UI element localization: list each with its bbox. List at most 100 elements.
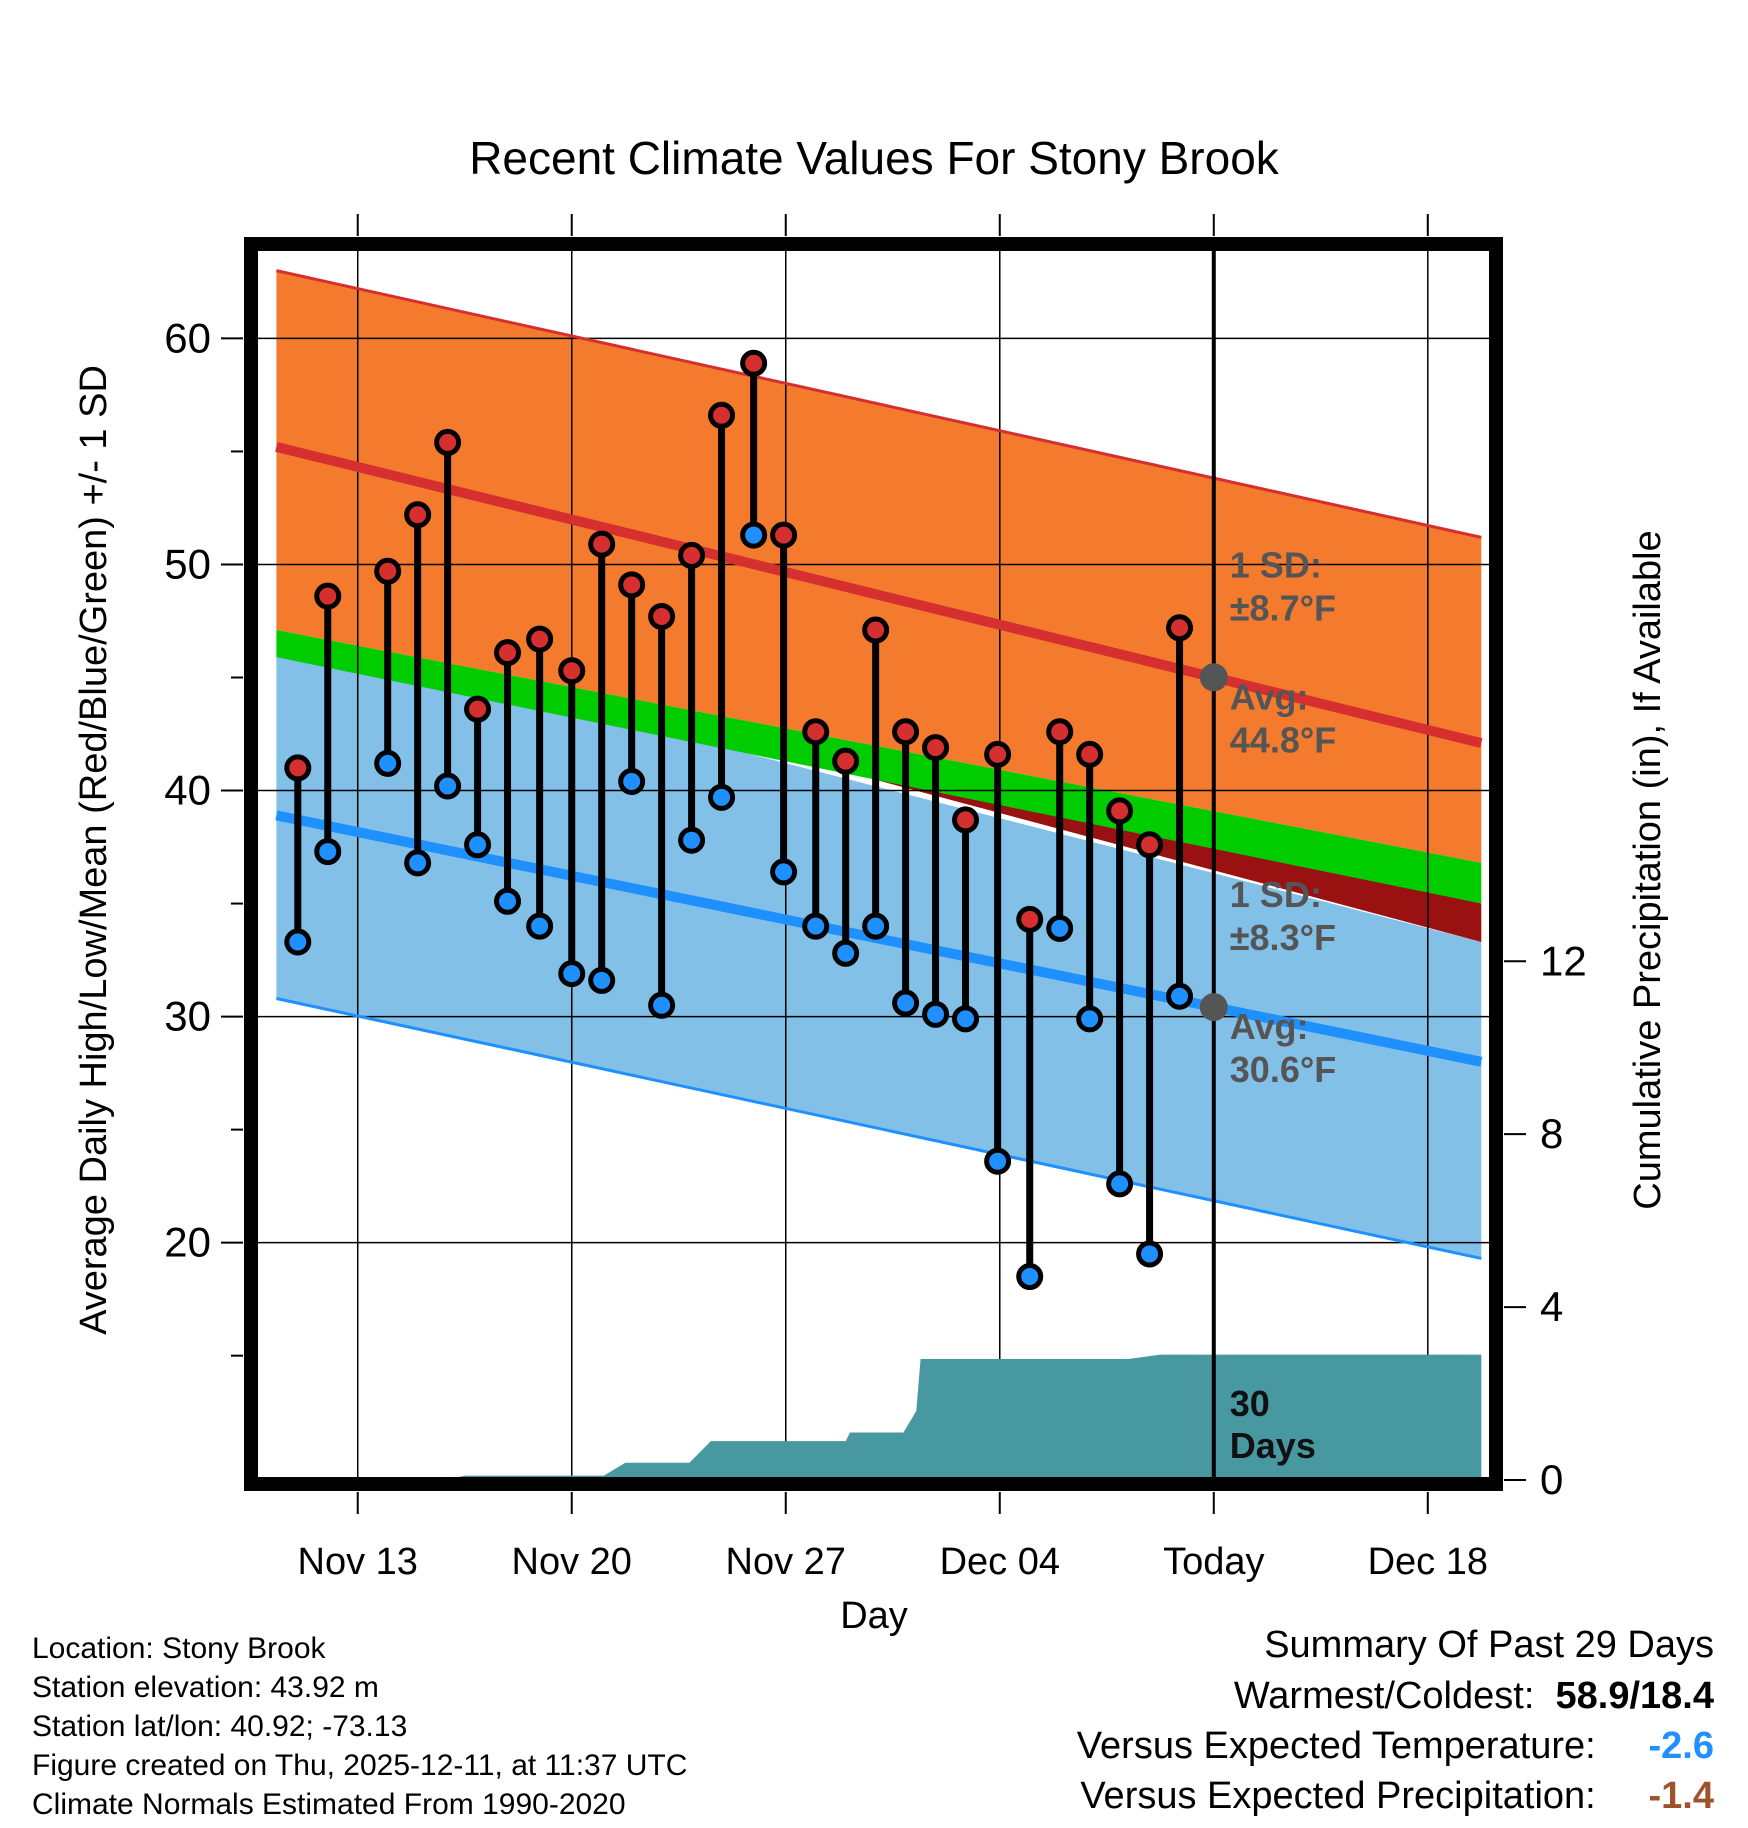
x-tick-label: Today <box>1163 1541 1264 1583</box>
daily-low-point <box>678 826 706 854</box>
daily-high-point <box>678 541 706 569</box>
daily-low-point <box>648 991 676 1019</box>
x-tick-label: Nov 13 <box>298 1541 418 1583</box>
daily-low-point <box>558 960 586 988</box>
low-avg-value: 30.6°F <box>1230 1049 1336 1090</box>
footer-normals: Climate Normals Estimated From 1990-2020 <box>32 1788 626 1821</box>
daily-high-point <box>770 521 798 549</box>
low-lower-line <box>276 997 1482 1260</box>
daily-low-point <box>922 1000 950 1028</box>
daily-low-point <box>464 831 492 859</box>
daily-low-point <box>740 521 768 549</box>
daily-high-point <box>648 602 676 630</box>
y2-tick-label: 8 <box>1540 1110 1563 1157</box>
daily-high-point <box>892 718 920 746</box>
high-sd-value: ±8.7°F <box>1230 587 1336 628</box>
daily-low-point <box>1046 914 1074 942</box>
high-sd-label: 1 SD: <box>1230 544 1322 585</box>
y2-tick-label: 4 <box>1540 1283 1563 1330</box>
daily-high-point <box>1136 831 1164 859</box>
high-avg-value: 44.8°F <box>1230 719 1336 760</box>
daily-low-point <box>952 1005 980 1033</box>
daily-low-point <box>284 928 312 956</box>
daily-low-point <box>892 989 920 1017</box>
y-tick-label: 60 <box>164 314 211 361</box>
daily-low-point <box>374 749 402 777</box>
temp-value: -2.6 <box>1648 1725 1714 1767</box>
footer-elevation: Station elevation: 43.92 m <box>32 1671 379 1704</box>
y2-axis-label: Cumulative Precipitation (in), If Availa… <box>1627 530 1669 1209</box>
daily-low-point <box>1136 1240 1164 1268</box>
daily-high-point <box>708 401 736 429</box>
daily-high-point <box>434 428 462 456</box>
daily-low-point <box>588 966 616 994</box>
daily-low-point <box>618 767 646 795</box>
daily-low-point <box>802 912 830 940</box>
daily-high-point <box>404 501 432 529</box>
daily-high-point <box>558 657 586 685</box>
daily-low-point <box>526 912 554 940</box>
daily-high-point <box>374 557 402 585</box>
temp-label: Versus Expected Temperature: <box>1076 1725 1596 1767</box>
summary-precip: Versus Expected Precipitation: -1.4 <box>1080 1777 1714 1815</box>
x-axis-label: Day <box>840 1595 908 1637</box>
footer-location: Location: Stony Brook <box>32 1632 326 1665</box>
daily-low-point <box>494 887 522 915</box>
daily-high-point <box>494 639 522 667</box>
warm-cold-label: Warmest/Coldest: <box>1233 1675 1535 1717</box>
y2-tick-label: 0 <box>1540 1456 1563 1503</box>
daily-low-point <box>434 772 462 800</box>
daily-high-point <box>1076 740 1104 768</box>
low-avg-label: Avg: <box>1230 1006 1309 1047</box>
x-tick-label: Nov 27 <box>726 1541 846 1583</box>
low-sd-band <box>276 632 1482 1259</box>
daily-high-point <box>588 530 616 558</box>
plot-frame <box>244 237 1503 1491</box>
y-tick-label: 20 <box>164 1219 211 1266</box>
daily-low-point <box>832 939 860 967</box>
daily-low-point <box>984 1147 1012 1175</box>
daily-high-point <box>1106 797 1134 825</box>
days-unit-label: Days <box>1230 1425 1316 1466</box>
daily-low-point <box>862 912 890 940</box>
daily-high-point <box>922 734 950 762</box>
low-sd-label: 1 SD: <box>1230 874 1322 915</box>
summary-temp: Versus Expected Temperature: -2.6 <box>1077 1727 1714 1765</box>
days-count-label: 30 <box>1230 1383 1270 1424</box>
chart-title: Recent Climate Values For Stony Brook <box>469 132 1280 184</box>
summary-warm-cold: Warmest/Coldest: 58.9/18.4 <box>1234 1677 1714 1715</box>
high-upper-line <box>276 269 1482 539</box>
daily-low-point <box>1016 1263 1044 1291</box>
high-avg-label: Avg: <box>1230 676 1309 717</box>
daily-low-point <box>1166 982 1194 1010</box>
daily-high-point <box>1166 614 1194 642</box>
y-tick-label: 30 <box>164 993 211 1040</box>
daily-high-point <box>526 625 554 653</box>
precipitation-area <box>276 1354 1482 1480</box>
daily-high-point <box>740 349 768 377</box>
daily-low-point <box>1106 1170 1134 1198</box>
daily-low-point <box>314 838 342 866</box>
daily-high-point <box>832 747 860 775</box>
daily-high-point <box>314 582 342 610</box>
high-avg-marker <box>1199 663 1228 692</box>
daily-high-point <box>862 616 890 644</box>
daily-high-point <box>984 740 1012 768</box>
footer-created: Figure created on Thu, 2025-12-11, at 11… <box>32 1749 688 1782</box>
daily-high-point <box>1046 718 1074 746</box>
daily-low-point <box>708 783 736 811</box>
y-tick-label: 50 <box>164 540 211 587</box>
y2-tick-label: 12 <box>1540 937 1587 984</box>
summary-title: Summary Of Past 29 Days <box>1264 1624 1714 1666</box>
y-axis-label: Average Daily High/Low/Mean (Red/Blue/Gr… <box>73 365 115 1335</box>
daily-high-point <box>802 718 830 746</box>
daily-high-point <box>464 695 492 723</box>
precip-label: Versus Expected Precipitation: <box>1080 1775 1596 1817</box>
x-tick-label: Dec 18 <box>1368 1541 1488 1583</box>
footer-latlon: Station lat/lon: 40.92; -73.13 <box>32 1710 408 1743</box>
y-tick-label: 40 <box>164 767 211 814</box>
warm-cold-value: 58.9/18.4 <box>1555 1675 1714 1717</box>
high-avg-line <box>275 442 1483 748</box>
low-avg-marker <box>1199 993 1228 1022</box>
